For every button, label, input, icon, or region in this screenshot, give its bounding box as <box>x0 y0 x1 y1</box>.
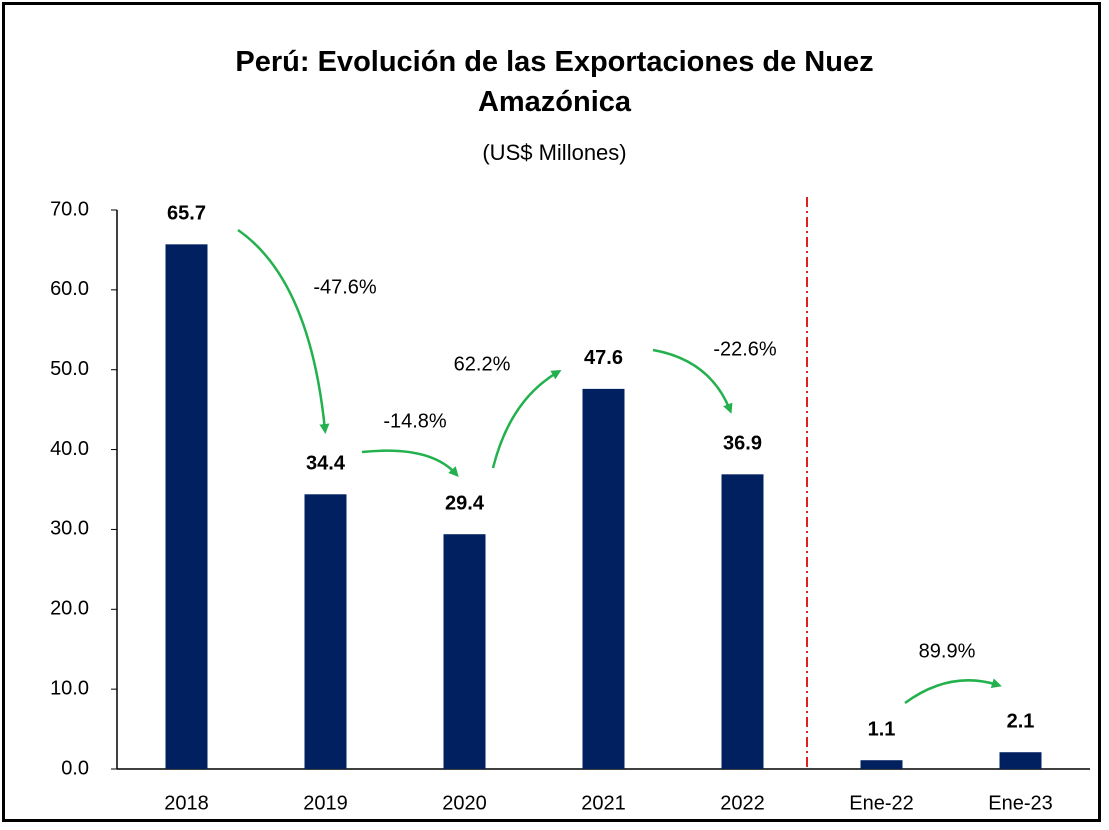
data-label: 34.4 <box>306 453 346 475</box>
change-arrow <box>652 348 733 414</box>
bar <box>860 760 903 769</box>
bar <box>999 752 1042 769</box>
y-tick-label: 60.0 <box>50 278 89 300</box>
x-tick-label: 2022 <box>720 792 765 814</box>
x-tick-label: 2021 <box>581 792 626 814</box>
bar <box>443 534 486 769</box>
data-label: 1.1 <box>868 718 896 740</box>
y-tick-label: 0.0 <box>61 757 89 779</box>
x-tick-label: Ene-22 <box>849 792 914 814</box>
chart-subtitle: (US$ Millones) <box>482 140 627 165</box>
x-tick-label: 2020 <box>442 792 487 814</box>
bar <box>721 474 764 769</box>
y-tick-label: 30.0 <box>50 518 89 540</box>
data-label: 2.1 <box>1007 711 1035 733</box>
chart-title: Perú: Evolución de las Exportaciones de … <box>235 46 874 118</box>
bar <box>304 494 347 769</box>
data-label: 65.7 <box>167 203 206 225</box>
data-label: 29.4 <box>445 493 485 515</box>
change-arrow <box>361 449 459 477</box>
bar <box>165 244 208 770</box>
x-tick-label: Ene-23 <box>988 792 1053 814</box>
change-label: -14.8% <box>383 410 447 432</box>
y-tick-label: 40.0 <box>50 438 89 460</box>
x-tick-label: 2018 <box>164 792 209 814</box>
y-tick-label: 50.0 <box>50 358 89 380</box>
x-tick-label: 2019 <box>303 792 348 814</box>
change-label: 62.2% <box>454 353 511 375</box>
y-tick-label: 20.0 <box>50 598 89 620</box>
change-arrow <box>904 678 1002 705</box>
change-label: 89.9% <box>919 640 976 662</box>
y-tick-label: 10.0 <box>50 677 89 699</box>
bar <box>582 388 625 769</box>
y-tick-label: 70.0 <box>50 198 89 220</box>
data-label: 47.6 <box>584 347 623 369</box>
data-label: 36.9 <box>723 433 762 455</box>
chart-frame <box>2 2 1101 822</box>
change-label: -47.6% <box>313 276 377 298</box>
change-arrow <box>237 228 330 434</box>
change-label: -22.6% <box>713 338 777 360</box>
change-arrow <box>491 369 562 469</box>
